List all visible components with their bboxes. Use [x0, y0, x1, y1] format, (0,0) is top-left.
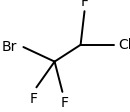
Text: F: F [30, 92, 38, 106]
Text: Br: Br [2, 40, 17, 54]
Text: Cl: Cl [118, 38, 130, 52]
Text: F: F [80, 0, 89, 9]
Text: F: F [61, 96, 69, 110]
